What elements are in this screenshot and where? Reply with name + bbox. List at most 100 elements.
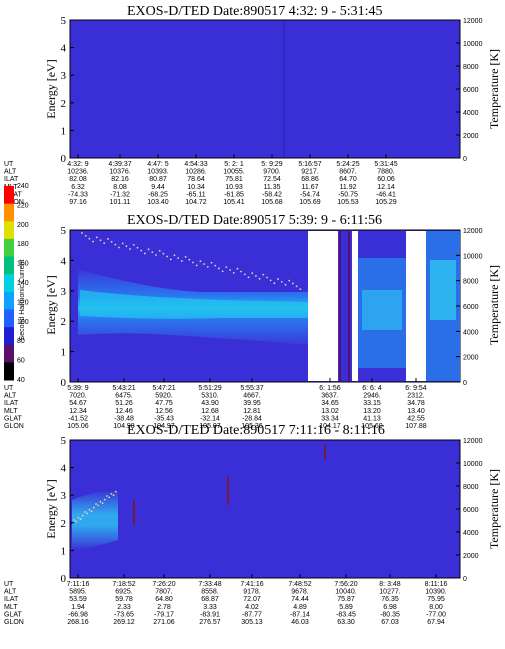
grain-dot bbox=[240, 270, 243, 273]
grain-dot bbox=[284, 283, 287, 286]
panel-2-cell: 12.34 bbox=[69, 408, 87, 415]
panel-1-cell: 4:39:37 bbox=[108, 161, 131, 168]
colorbar-swatch bbox=[4, 309, 14, 328]
panel-2-segment-2-core bbox=[362, 290, 402, 330]
panel-2-cell: 41.13 bbox=[363, 415, 381, 422]
panel-1-cell: 4:47: 5 bbox=[147, 161, 169, 168]
panel-1-cell: 105.68 bbox=[261, 199, 283, 206]
panel-3-cell: -83.45 bbox=[336, 611, 356, 618]
panel-1-row-label: UT bbox=[4, 161, 14, 168]
panel-2-cell: -41.52 bbox=[68, 415, 88, 422]
panel-2-y2tick-label: 6000 bbox=[463, 304, 479, 311]
panel-3-ytick-label: 4 bbox=[61, 463, 67, 475]
panel-3-cell: 64.80 bbox=[155, 596, 173, 603]
panel-2-ytick-label: 4 bbox=[61, 255, 67, 267]
grain-dot bbox=[236, 267, 239, 270]
grain-dot bbox=[232, 271, 235, 274]
panel-2-cell: 34.65 bbox=[321, 400, 339, 407]
colorbar-swatch bbox=[4, 327, 14, 346]
grain-dot bbox=[107, 238, 109, 240]
panel-2-cell: 39.95 bbox=[243, 400, 261, 407]
panel-2-cell: 12.81 bbox=[243, 408, 261, 415]
panel-2-cell: 105.60 bbox=[361, 423, 383, 430]
colorbar-swatch bbox=[4, 256, 14, 275]
panel-2-row-label: GLAT bbox=[4, 415, 22, 422]
grain-dot bbox=[192, 261, 194, 264]
colorbar-swatch bbox=[4, 362, 14, 381]
grain-dot bbox=[225, 266, 228, 269]
panel-3-cell: 1.94 bbox=[71, 604, 85, 611]
panel-1-y2label: Temperature [K] bbox=[487, 49, 501, 129]
panel-3-cell: 4.02 bbox=[245, 604, 259, 611]
panel-2-band-core bbox=[80, 290, 308, 319]
grain-dot bbox=[129, 248, 132, 250]
grain-dot bbox=[125, 245, 128, 248]
panel-2-cell: 4667. bbox=[243, 393, 261, 400]
panel-1-ytick-label: 4 bbox=[61, 43, 67, 55]
panel-1-plot-area bbox=[69, 19, 461, 159]
panel-2-row-label: GLON bbox=[4, 423, 24, 430]
panel-3-cell: 268.16 bbox=[67, 619, 89, 626]
panel-2-cell: 105.36 bbox=[241, 423, 263, 430]
grain-dot bbox=[106, 495, 108, 497]
panel-3-ytick-label: 3 bbox=[61, 490, 67, 502]
panel-2-cell: 6: 9:54 bbox=[405, 385, 427, 392]
panel-2-cell: 7020. bbox=[69, 393, 87, 400]
panel-2-cell: 5:47:21 bbox=[152, 385, 175, 392]
panel-2-ylabel: Energy [eV] bbox=[44, 275, 58, 334]
panel-2-cell: 47.75 bbox=[155, 400, 173, 407]
panel-3-cell: 7:11:16 bbox=[67, 581, 90, 588]
grain-dot bbox=[114, 490, 117, 493]
colorbar-swatch bbox=[4, 238, 14, 258]
colorbar: 40 60 80 100 120 140 160 180 200 220 240 Second Ha… bbox=[4, 183, 29, 384]
grain-dot bbox=[90, 510, 93, 513]
grain-dot bbox=[110, 240, 113, 243]
grain-dot bbox=[92, 506, 95, 509]
panel-1-cell: 101.11 bbox=[110, 199, 131, 206]
panel-2-ytick-label: 2 bbox=[61, 316, 67, 328]
panel-3-cell: -77.00 bbox=[426, 611, 446, 618]
panel-3-cell: 8558. bbox=[201, 589, 219, 596]
panel-3-cell: 7:26:20 bbox=[152, 581, 175, 588]
panel-1-cell: 10.34 bbox=[187, 184, 205, 191]
panel-3: EXOS-D/TED Date:890517 7:11:16 - 8:11:16… bbox=[4, 423, 501, 626]
panel-2-y2tick-label: 10000 bbox=[463, 253, 483, 260]
panel-3-cell: 6.98 bbox=[383, 604, 397, 611]
panel-2-title: EXOS-D/TED Date:890517 5:39: 9 - 6:11:56 bbox=[127, 213, 382, 228]
panel-1-row-label: ILAT bbox=[4, 176, 19, 183]
panel-2-y2tick-label: 4000 bbox=[463, 329, 479, 336]
panel-2-cell: 6475. bbox=[115, 393, 133, 400]
panel-1-cell: -65.11 bbox=[186, 191, 205, 198]
colorbar-tick-label: 120 bbox=[17, 299, 29, 306]
panel-2-cell: 5:51:29 bbox=[198, 385, 221, 392]
panel-3-cell: 9178. bbox=[243, 589, 261, 596]
panel-3-cell: 271.06 bbox=[153, 619, 175, 626]
panel-2-cell: 104.17 bbox=[319, 423, 341, 430]
grain-dot bbox=[88, 237, 91, 240]
panel-1-cell: -58.42 bbox=[262, 191, 282, 198]
panel-3-ytick-label: 5 bbox=[61, 435, 67, 447]
grain-dot bbox=[184, 255, 187, 258]
panel-1-cell: 7880. bbox=[377, 169, 395, 176]
grain-dot bbox=[121, 242, 124, 245]
panel-3-ylabel: Energy [eV] bbox=[44, 479, 58, 538]
panel-2-gap-3 bbox=[406, 231, 426, 381]
panel-2-cell: 42.55 bbox=[407, 415, 425, 422]
panel-2-cell: 105.06 bbox=[67, 423, 89, 430]
panel-1-cell: 11.92 bbox=[340, 184, 357, 191]
grain-dot bbox=[173, 254, 176, 257]
panel-2-y2tick-label: 0 bbox=[463, 380, 467, 387]
panel-3-row-label: UT bbox=[4, 581, 14, 588]
panel-2-ytick-label: 3 bbox=[61, 286, 67, 298]
panel-1-title: EXOS-D/TED Date:890517 4:32: 9 - 5:31:45 bbox=[127, 4, 382, 19]
panel-2-cell: 105.07 bbox=[199, 423, 221, 430]
colorbar-tick-label: 100 bbox=[17, 319, 29, 326]
panel-3-cell: 8:11:16 bbox=[425, 581, 448, 588]
grain-dot bbox=[95, 236, 98, 239]
panel-2-cell: 5:39: 9 bbox=[67, 385, 89, 392]
panel-1-y2tick-label: 8000 bbox=[463, 64, 479, 71]
panel-2-cell: 2946. bbox=[363, 393, 381, 400]
panel-1-cell: 75.81 bbox=[225, 176, 243, 183]
grain-dot bbox=[214, 264, 217, 267]
grain-dot bbox=[255, 275, 257, 277]
